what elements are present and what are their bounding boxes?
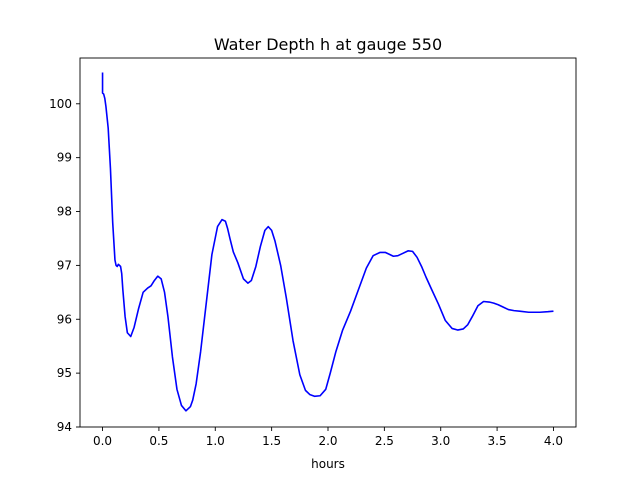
y-tick-label: 100: [49, 97, 72, 111]
series-line-0: [101, 72, 554, 412]
x-tick-label: 4.0: [544, 434, 563, 448]
x-tick-label: 3.5: [488, 434, 507, 448]
x-tick-label: 0.5: [149, 434, 168, 448]
y-tick-label: 94: [57, 420, 72, 434]
y-tick-label: 97: [57, 258, 72, 272]
x-tick-label: 3.0: [431, 434, 450, 448]
y-tick-label: 95: [57, 366, 72, 380]
x-tick-label: 2.0: [318, 434, 337, 448]
x-axis: 0.0 0.5 1.0 1.5 2.0 2.5 3.0 3.5 4.0: [93, 427, 563, 448]
y-tick-label: 96: [57, 312, 72, 326]
x-tick-label: 1.5: [262, 434, 281, 448]
chart-title: Water Depth h at gauge 550: [214, 35, 442, 54]
y-tick-label: 98: [57, 205, 72, 219]
x-tick-label: 1.0: [206, 434, 225, 448]
x-axis-label: hours: [311, 457, 345, 471]
y-tick-label: 99: [57, 151, 72, 165]
y-axis: 94 95 96 97 98 99 100: [49, 97, 80, 434]
x-tick-label: 2.5: [375, 434, 394, 448]
x-tick-label: 0.0: [93, 434, 112, 448]
